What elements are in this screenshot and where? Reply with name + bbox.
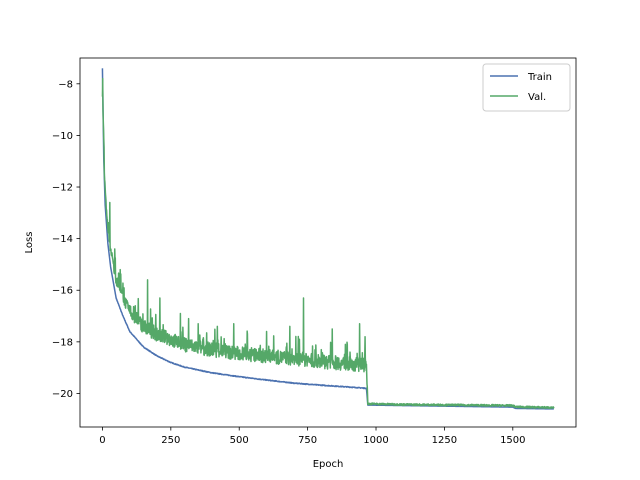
x-tick-label: 250 bbox=[161, 435, 180, 446]
x-tick-label: 500 bbox=[230, 435, 249, 446]
y-tick-label: −10 bbox=[52, 131, 73, 142]
y-tick-label: −20 bbox=[52, 389, 73, 400]
legend-label-val: Val. bbox=[528, 92, 546, 103]
legend-box bbox=[482, 63, 571, 112]
x-tick-label: 0 bbox=[99, 435, 105, 446]
y-axis-label: Loss bbox=[24, 232, 35, 254]
x-tick-label: 750 bbox=[298, 435, 317, 446]
legend: Train Val. bbox=[482, 63, 571, 112]
y-tick-label: −8 bbox=[58, 79, 73, 90]
x-tick-label: 1500 bbox=[500, 435, 525, 446]
y-tick-label: −18 bbox=[52, 337, 73, 348]
plot-area bbox=[101, 68, 555, 410]
y-tick-label: −14 bbox=[52, 234, 73, 245]
y-tick-label: −16 bbox=[52, 286, 73, 297]
legend-label-train: Train bbox=[527, 72, 552, 83]
x-axis-label: Epoch bbox=[313, 459, 344, 470]
x-tick-label: 1000 bbox=[363, 435, 388, 446]
x-tick-label: 1250 bbox=[432, 435, 457, 446]
axes-frame bbox=[79, 57, 577, 428]
axes: 0 250 500 750 1000 1250 1500 −20 −18 −16 −14 −12 −10… bbox=[52, 57, 577, 446]
series-line-val bbox=[101, 77, 555, 410]
y-tick-label: −12 bbox=[52, 183, 73, 194]
